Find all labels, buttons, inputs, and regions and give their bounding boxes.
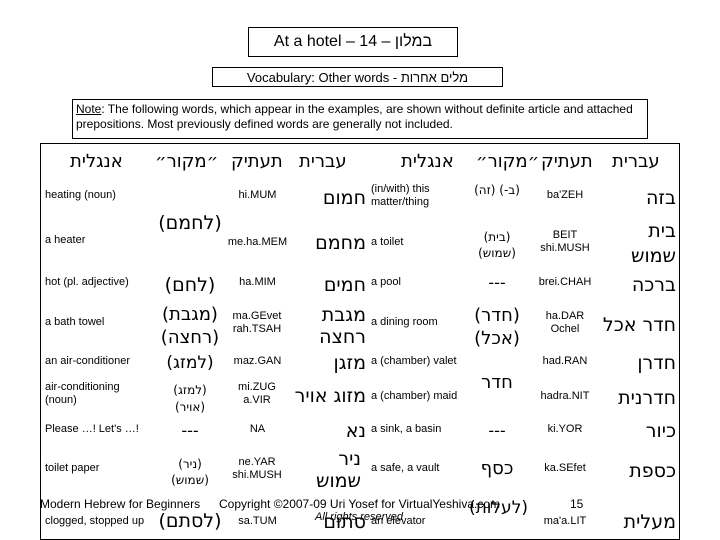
right-translit-cell: BEIT shi.MUSH xyxy=(540,229,590,254)
header-hebrew-right: עברית xyxy=(612,151,660,172)
header-source-right: ״מקור״ xyxy=(476,151,540,172)
left-translit-cell: sa.TUM xyxy=(238,515,277,527)
footer-course-title: Modern Hebrew for Beginners xyxy=(40,497,201,511)
left-source-cell: (למזג) (אויר) xyxy=(173,383,207,414)
left-source-cell: (למזג) xyxy=(166,353,214,373)
note-box: Note: The following words, which appear … xyxy=(72,99,648,139)
left-translit-cell: NA xyxy=(249,423,266,435)
left-translit-cell: ha.MIM xyxy=(239,276,276,288)
header-source-left: ״מקור״ xyxy=(155,151,219,172)
right-source-cell: (חדר) (אכל) xyxy=(474,305,520,349)
left-translit-cell: hi.MUM xyxy=(238,189,277,201)
right-translit-cell: ma'a.LIT xyxy=(543,515,587,527)
left-english-cell: a heater xyxy=(45,234,86,246)
right-source-cell: --- xyxy=(488,421,506,440)
right-translit-cell: ka.SEfet xyxy=(544,462,586,474)
left-hebrew-cell: סתום xyxy=(323,511,366,533)
left-english-cell: Please …! Let's …! xyxy=(45,423,139,435)
right-translit-cell: ba'ZEH xyxy=(546,189,584,201)
right-english-cell: an elevator xyxy=(371,515,426,527)
left-translit-cell: ma.GEvet rah.TSAH xyxy=(232,310,282,335)
left-translit-cell: maz.GAN xyxy=(233,355,282,367)
left-english-cell: air-conditioning (noun) xyxy=(45,381,120,406)
left-english-cell: an air-conditioner xyxy=(45,355,130,367)
left-translit-cell: ne.YAR shi.MUSH xyxy=(232,456,282,481)
right-hebrew-cell: בזה xyxy=(646,187,676,209)
right-hebrew-cell: חדר אכל xyxy=(602,314,676,336)
note-text: : The following words, which appear in t… xyxy=(76,102,633,131)
note-label: Note xyxy=(76,102,102,116)
page-title: At a hotel – 14 – במלון xyxy=(248,27,458,57)
left-translit-cell: mi.ZUG a.VIR xyxy=(238,381,276,406)
right-source-cell: חדר xyxy=(481,372,513,393)
left-hebrew-cell: ניר שמוש xyxy=(315,448,361,492)
left-hebrew-cell: מזגן xyxy=(333,352,367,374)
left-hebrew-cell: חמום xyxy=(322,187,366,209)
right-english-cell: a (chamber) maid xyxy=(371,390,458,402)
left-hebrew-cell: חמים xyxy=(323,274,366,296)
left-translit-cell: me.ha.MEM xyxy=(227,236,288,248)
left-hebrew-cell: מזוג אויר xyxy=(294,385,366,407)
header-translit-right: תעתיק xyxy=(541,151,593,172)
header-english-left: אנגלית xyxy=(70,151,123,172)
right-english-cell: a toilet xyxy=(371,236,404,248)
left-source-cell: (ניר) (שמוש) xyxy=(171,457,209,487)
header-english-right: אנגלית xyxy=(401,151,454,172)
right-english-cell: (in/with) this matter/thing xyxy=(371,183,430,208)
right-english-cell: a dining room xyxy=(371,316,438,328)
right-hebrew-cell: כספת xyxy=(629,460,676,482)
right-hebrew-cell: כיור xyxy=(645,420,676,442)
header-translit-left: תעתיק xyxy=(231,151,283,172)
header-hebrew-left: עברית xyxy=(299,151,347,172)
right-translit-cell: ha.DAR Ochel xyxy=(545,310,585,335)
right-source-cell: (ב-) (זה) xyxy=(474,183,520,197)
right-source-cell: כסף xyxy=(480,458,514,479)
right-hebrew-cell: חדרן xyxy=(637,352,676,374)
footer-rights: All rights reserved xyxy=(315,511,404,523)
right-english-cell: a safe, a vault xyxy=(371,462,440,474)
left-hebrew-cell: מחמם xyxy=(315,232,366,254)
left-english-cell: clogged, stopped up xyxy=(45,515,145,527)
left-source-cell: (מגבת) (רחצה) xyxy=(160,304,220,348)
left-source-cell: --- xyxy=(181,421,199,440)
right-translit-cell: ki.YOR xyxy=(547,423,583,435)
right-hebrew-cell: בית שמוש xyxy=(630,220,676,267)
right-translit-cell: had.RAN xyxy=(542,355,588,367)
right-translit-cell: brei.CHAH xyxy=(538,276,592,288)
right-hebrew-cell: ברכה xyxy=(631,274,676,296)
right-hebrew-cell: חדרנית xyxy=(618,387,676,409)
footer-copyright: Copyright ©2007-09 Uri Yosef for Virtual… xyxy=(219,497,500,511)
right-english-cell: a sink, a basin xyxy=(371,423,442,435)
page-number: 15 xyxy=(570,497,584,511)
right-source-cell: (לעלות) xyxy=(468,498,528,518)
right-translit-cell: hadra.NIT xyxy=(540,390,590,402)
left-hebrew-cell: מגבת רחצה xyxy=(319,304,366,348)
right-source-cell: --- xyxy=(488,273,506,292)
right-hebrew-cell: מעלית xyxy=(623,511,676,533)
left-english-cell: a bath towel xyxy=(45,316,105,328)
left-source-cell: (לסתם) xyxy=(158,510,222,532)
left-hebrew-cell: נא xyxy=(345,420,366,442)
left-source-cell: (לחם) xyxy=(164,274,216,296)
left-english-cell: toilet paper xyxy=(45,462,100,474)
right-english-cell: a pool xyxy=(371,276,401,288)
vocab-heading: Vocabulary: Other words - מלים אחרות xyxy=(212,67,503,87)
left-english-cell: heating (noun) xyxy=(45,189,116,201)
left-source-cell: (לחמם) xyxy=(158,212,222,234)
left-english-cell: hot (pl. adjective) xyxy=(45,276,129,288)
right-source-cell: (בית) (שמוש) xyxy=(478,230,516,260)
right-english-cell: a (chamber) valet xyxy=(371,355,457,367)
